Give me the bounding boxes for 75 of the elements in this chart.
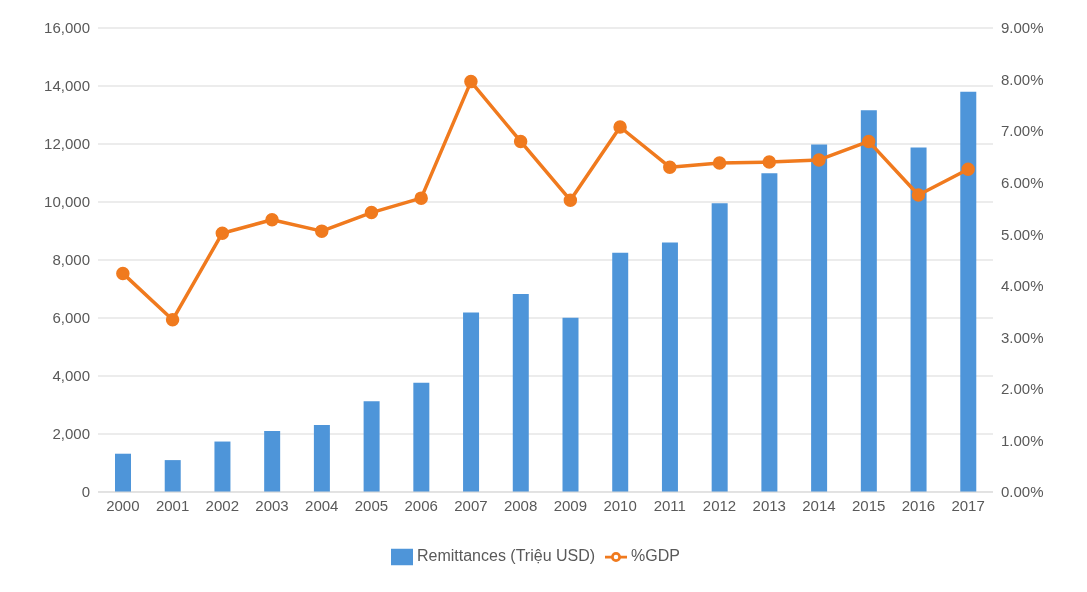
point xyxy=(513,134,528,149)
x-tick-label: 2006 xyxy=(404,496,438,514)
bar xyxy=(811,144,828,492)
bar xyxy=(214,441,231,492)
y2-tick-label: 8.00% xyxy=(1001,70,1044,88)
point xyxy=(712,156,727,170)
bar xyxy=(313,425,330,492)
x-tick-label: 2000 xyxy=(106,496,140,514)
point xyxy=(861,134,876,149)
point xyxy=(663,160,677,174)
point xyxy=(116,266,130,281)
y2-tick-label: 2.00% xyxy=(1001,380,1044,398)
point xyxy=(265,213,279,227)
y2-tick-label: 6.00% xyxy=(1001,173,1044,191)
point xyxy=(414,191,428,205)
y-tick-label: 12,000 xyxy=(44,135,90,153)
y2-tick-label: 1.00% xyxy=(1001,431,1044,449)
bar xyxy=(960,91,977,492)
y-tick-label: 4,000 xyxy=(52,367,90,385)
bar xyxy=(661,242,678,492)
y-tick-label: 16,000 xyxy=(44,19,90,37)
y2-tick-label: 9.00% xyxy=(1001,19,1044,37)
x-tick-label: 2009 xyxy=(553,496,588,514)
point xyxy=(812,153,826,167)
legend-label: Remittances (Triệu USD) xyxy=(416,547,596,565)
bar xyxy=(711,203,728,492)
bar xyxy=(562,317,579,492)
point xyxy=(165,313,180,327)
x-tick-label: 2005 xyxy=(354,496,389,514)
bar xyxy=(164,460,181,492)
point xyxy=(563,193,578,207)
point xyxy=(315,224,329,238)
legend-label: %GDP xyxy=(631,547,680,565)
bar xyxy=(910,147,927,492)
x-tick-label: 2012 xyxy=(702,496,737,514)
x-tick-label: 2001 xyxy=(155,496,190,514)
bar xyxy=(115,453,131,492)
point xyxy=(961,162,975,177)
x-tick-label: 2002 xyxy=(205,496,239,514)
bar xyxy=(264,431,281,492)
bar xyxy=(860,110,877,492)
bar xyxy=(363,401,380,492)
x-tick-label: 2013 xyxy=(752,496,786,514)
point xyxy=(364,205,379,220)
bar xyxy=(463,312,480,492)
y2-tick-label: 4.00% xyxy=(1001,277,1044,295)
point xyxy=(762,155,776,169)
y-tick-label: 0 xyxy=(81,483,90,501)
x-tick-label: 2004 xyxy=(305,496,339,514)
y-tick-label: 14,000 xyxy=(44,77,90,95)
y-tick-label: 8,000 xyxy=(52,251,90,269)
x-tick-label: 2008 xyxy=(503,496,538,514)
y2-tick-label: 3.00% xyxy=(1001,328,1044,346)
point xyxy=(464,74,478,89)
bar xyxy=(612,252,629,492)
bar xyxy=(512,293,529,492)
bar xyxy=(761,173,778,492)
y2-tick-label: 7.00% xyxy=(1001,122,1044,140)
point xyxy=(215,226,230,240)
x-tick-label: 2014 xyxy=(802,496,836,514)
y2-tick-label: 0.00% xyxy=(1001,483,1044,501)
x-tick-label: 2017 xyxy=(951,496,985,514)
point xyxy=(911,188,926,202)
bar xyxy=(413,382,430,492)
point xyxy=(613,120,627,134)
x-tick-label: 2016 xyxy=(901,496,936,514)
x-tick-label: 2015 xyxy=(852,496,886,514)
y-tick-label: 2,000 xyxy=(52,425,90,443)
x-tick-label: 2010 xyxy=(603,496,637,514)
y-tick-label: 6,000 xyxy=(52,309,90,327)
y2-tick-label: 5.00% xyxy=(1001,225,1044,243)
x-tick-label: 2003 xyxy=(255,496,289,514)
x-tick-label: 2011 xyxy=(653,496,686,514)
y-tick-label: 10,000 xyxy=(44,193,90,211)
x-tick-label: 2007 xyxy=(454,496,488,514)
